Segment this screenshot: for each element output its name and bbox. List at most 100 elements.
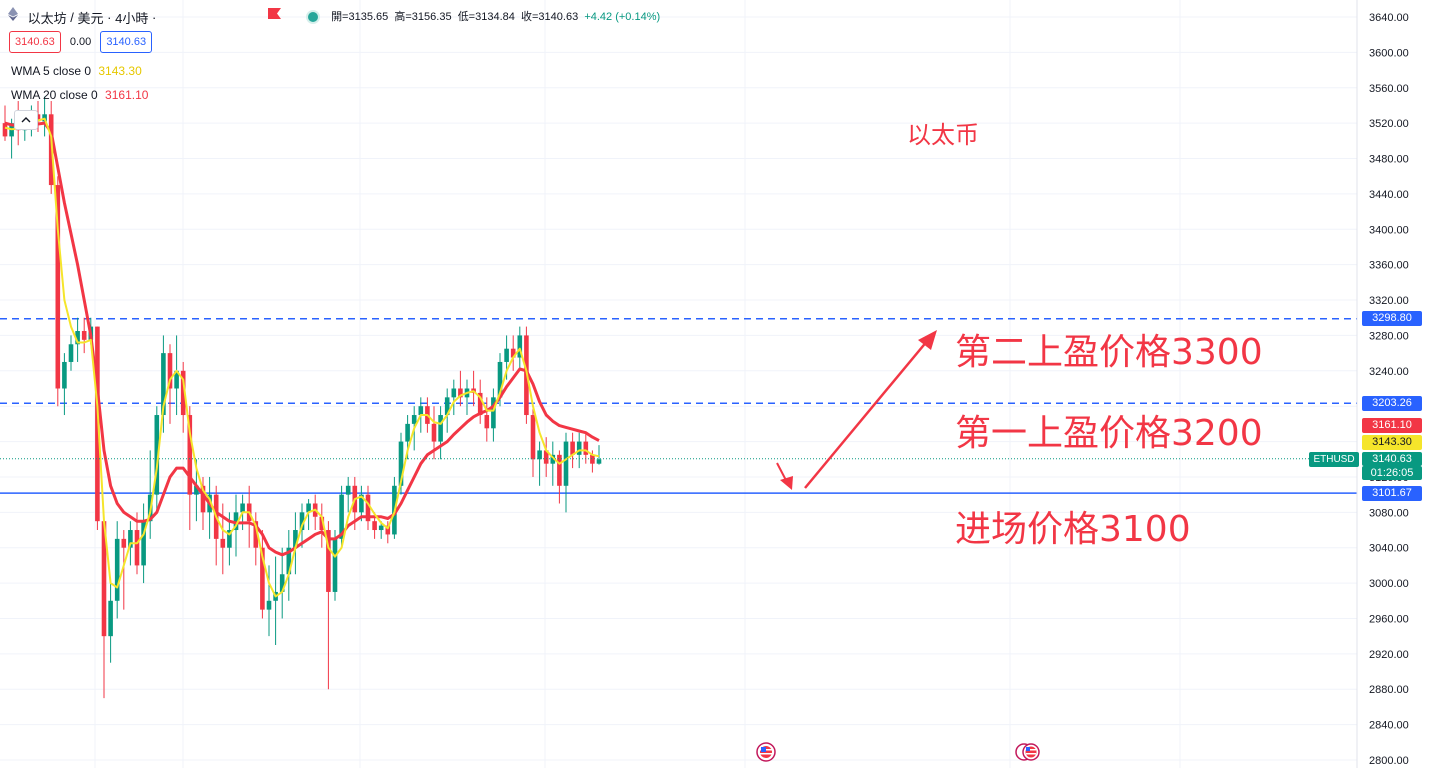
- change-value: +4.42 (+0.14%): [584, 11, 661, 23]
- candle: [114, 521, 120, 619]
- price-tick-label: 3000.00: [1369, 578, 1409, 590]
- countdown-tag: 01:26:05: [1362, 466, 1422, 480]
- buy-button[interactable]: 3140.63: [100, 31, 153, 53]
- candle-body: [187, 415, 193, 495]
- price-tick-label: 3600.00: [1369, 47, 1409, 59]
- high-value: 高=3156.35: [394, 11, 452, 23]
- collapse-legend-button[interactable]: [14, 110, 38, 130]
- ethereum-icon: [8, 7, 18, 21]
- entry-price-note: 进场价格3100: [955, 509, 1191, 550]
- candle-body: [35, 114, 41, 122]
- candle: [359, 485, 364, 522]
- wma20-line: [4, 121, 600, 557]
- candle-body: [240, 503, 245, 513]
- candle-body: [220, 538, 226, 548]
- chart-header: 以太坊 / 美元 · 4小時 ·: [8, 7, 156, 27]
- candle-body: [497, 361, 503, 398]
- us-flag-event-icon[interactable]: [754, 741, 778, 763]
- candles: [2, 96, 602, 699]
- candle: [266, 565, 272, 637]
- candle: [484, 397, 490, 442]
- candle-body: [279, 574, 285, 592]
- candle-body: [444, 397, 450, 416]
- candle: [339, 485, 344, 548]
- candle-body: [128, 530, 133, 548]
- candle-body: [167, 353, 173, 389]
- candle-body: [372, 521, 377, 531]
- candle-body: [431, 423, 437, 442]
- candle-body: [477, 392, 483, 416]
- candle-body: [576, 441, 582, 455]
- trade-panel: 3140.63 0.00 3140.63: [9, 31, 153, 53]
- candle: [451, 379, 457, 416]
- candle-body: [286, 547, 292, 575]
- candle: [365, 485, 371, 531]
- candle: [385, 521, 391, 544]
- price-axis: 3640.00 3600.00 3560.00 3520.00 3480.00 3440.…: [1369, 12, 1409, 767]
- price-tick-label: 2800.00: [1369, 755, 1409, 767]
- candle-body: [332, 538, 338, 592]
- candle-body: [293, 530, 298, 548]
- candle: [464, 379, 470, 416]
- candle: [81, 317, 87, 354]
- candle-body: [438, 415, 443, 442]
- candle-body: [68, 344, 74, 362]
- candle: [213, 485, 219, 566]
- candle-body: [557, 454, 562, 486]
- us-flag-event-group-icon[interactable]: [1013, 741, 1043, 763]
- candle: [68, 335, 74, 371]
- candle: [596, 445, 602, 465]
- candle-body: [583, 441, 589, 455]
- candle-body: [339, 494, 344, 539]
- symbol-name[interactable]: 以太坊: [27, 11, 67, 27]
- candle: [345, 476, 351, 513]
- candle: [55, 176, 61, 407]
- candle: [471, 370, 476, 407]
- indicator-wma20[interactable]: WMA 20 close 0 3161.10: [11, 88, 148, 102]
- candle: [563, 432, 569, 513]
- price-tick-label: 3560.00: [1369, 83, 1409, 95]
- wma5-tag: 3143.30: [1362, 435, 1422, 450]
- candle-body: [253, 521, 259, 548]
- level-tag-tp2: 3298.80: [1362, 311, 1422, 326]
- arrow-up: [804, 330, 937, 489]
- price-tick-label: 3520.00: [1369, 118, 1409, 130]
- candle: [108, 583, 113, 663]
- candle-body: [200, 485, 206, 513]
- price-tick-label: 2920.00: [1369, 649, 1409, 661]
- flag-icon[interactable]: [268, 8, 281, 19]
- candle: [279, 547, 285, 619]
- candle-body: [596, 459, 602, 464]
- price-tick-label: 3360.00: [1369, 260, 1409, 272]
- interval[interactable]: 4小時: [115, 11, 149, 27]
- price-tick-label: 2960.00: [1369, 613, 1409, 625]
- price-tick-label: 3280.00: [1369, 330, 1409, 342]
- candle: [458, 370, 463, 407]
- price-tick-label: 2840.00: [1369, 720, 1409, 732]
- candle-body: [154, 415, 160, 495]
- price-tick-label: 3240.00: [1369, 366, 1409, 378]
- sell-button[interactable]: 3140.63: [9, 31, 61, 53]
- candle-body: [134, 530, 140, 566]
- candle-body: [398, 441, 404, 486]
- price-tick-label: 3320.00: [1369, 295, 1409, 307]
- candle: [167, 344, 173, 424]
- candle-body: [319, 516, 325, 531]
- candle-body: [504, 348, 509, 362]
- take-profit-1-note: 第一上盈价格3200: [955, 413, 1263, 454]
- candle: [543, 437, 549, 477]
- candle-body: [233, 512, 239, 531]
- level-tag-tp1: 3203.26: [1362, 396, 1422, 411]
- candle-body: [95, 326, 100, 522]
- candle-body: [55, 185, 61, 389]
- candle: [200, 476, 206, 531]
- candle-body: [306, 503, 311, 513]
- candle: [161, 335, 166, 433]
- candle: [286, 530, 292, 601]
- candle: [75, 317, 80, 362]
- candle-body: [174, 370, 179, 389]
- candle: [332, 530, 338, 601]
- candle-body: [458, 388, 463, 398]
- indicator-wma5[interactable]: WMA 5 close 0 3143.30: [11, 64, 142, 78]
